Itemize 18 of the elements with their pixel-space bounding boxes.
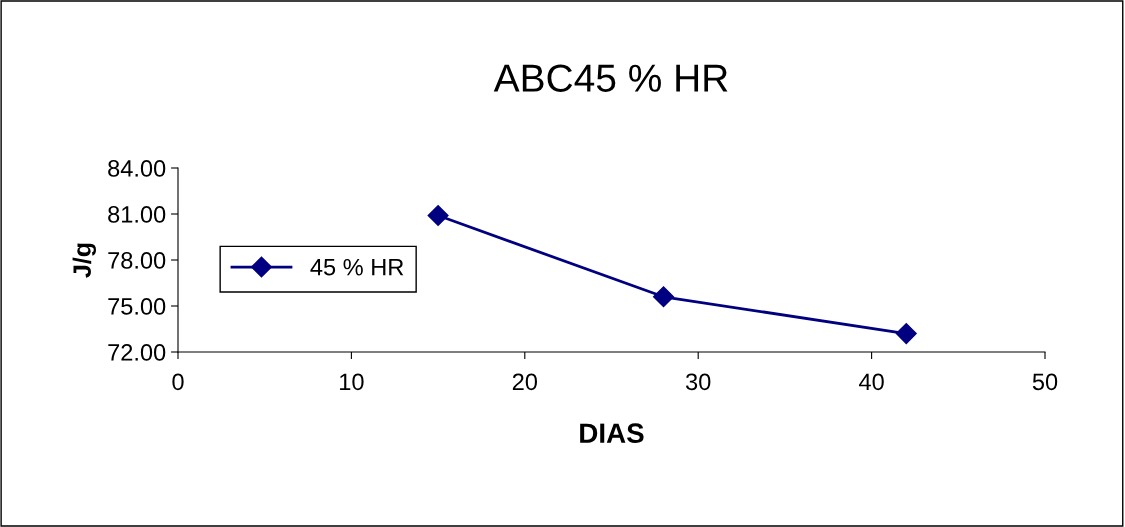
x-tick-label: 20: [512, 373, 538, 391]
y-axis-title: J/g: [72, 243, 96, 278]
x-tick-label: 30: [685, 373, 711, 391]
y-tick-label: 81.00: [108, 206, 166, 223]
legend-label: 45 % HR: [310, 258, 404, 276]
y-tick-label: 78.00: [108, 252, 166, 269]
x-axis-title: DIAS: [580, 423, 644, 444]
x-tick-label: 0: [172, 373, 184, 391]
x-tick-label: 50: [1032, 373, 1058, 391]
x-tick-label: 40: [859, 373, 884, 391]
point: [427, 205, 449, 227]
y-tick-label: 72.00: [108, 344, 166, 361]
point: [653, 286, 675, 308]
y-tick-label: 84.00: [108, 160, 166, 177]
chart-title: ABC45 % HR: [493, 64, 728, 92]
x-tick-label: 10: [340, 373, 364, 391]
point: [895, 323, 917, 345]
y-tick-label: 75.00: [108, 298, 166, 315]
